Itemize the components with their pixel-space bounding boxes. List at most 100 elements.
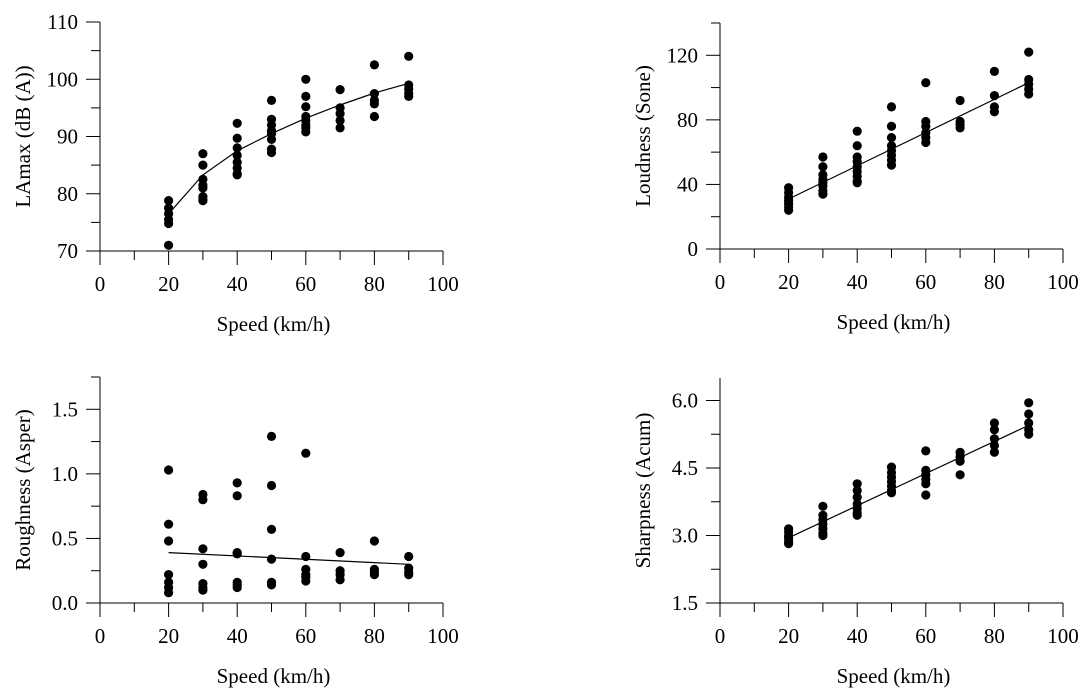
data-point <box>1024 409 1034 419</box>
data-point <box>232 143 242 153</box>
data-point <box>232 478 242 488</box>
data-point <box>852 141 862 151</box>
data-point <box>266 431 277 441</box>
x-tick-label: 60 <box>915 270 936 294</box>
trend-line <box>788 424 1029 539</box>
x-tick-label: 100 <box>427 272 459 296</box>
data-point <box>989 434 1000 444</box>
data-point <box>198 559 208 569</box>
data-point <box>232 170 242 180</box>
data-point <box>404 91 414 101</box>
data-point <box>301 102 311 112</box>
data-point <box>164 465 174 475</box>
data-point <box>989 418 1000 428</box>
trend-line <box>168 552 409 565</box>
y-tick-label: 1.5 <box>672 591 698 615</box>
data-point <box>886 121 897 131</box>
x-tick-label: 20 <box>158 624 179 648</box>
data-point <box>886 488 897 498</box>
data-point <box>232 582 242 593</box>
data-point <box>989 91 1000 101</box>
x-axis-label: Speed (km/h) <box>217 312 331 336</box>
y-tick-label: 1.0 <box>52 462 78 486</box>
chart-lamax: 0 20 40 60 80 100 70 80 90 100 110 Speed (km/h) LAma… <box>11 10 459 336</box>
y-tick-label: 0.0 <box>52 591 78 615</box>
x-tick-label: 80 <box>984 624 1005 648</box>
data-point <box>818 501 828 511</box>
y-tick-label: 1.5 <box>52 397 78 421</box>
data-point <box>852 485 862 496</box>
data-point <box>301 576 311 586</box>
x-axis-label: Speed (km/h) <box>837 664 951 688</box>
data-point <box>369 570 379 580</box>
data-point <box>335 115 345 126</box>
x-axis-label: Speed (km/h) <box>217 664 331 688</box>
x-tick-label: 40 <box>227 624 248 648</box>
x-axis-label: Speed (km/h) <box>837 310 951 334</box>
data-point <box>955 123 965 133</box>
data-point <box>266 524 277 535</box>
data-point <box>232 549 242 559</box>
data-point <box>232 118 242 128</box>
x-tick-label: 100 <box>427 624 459 648</box>
data-point <box>989 440 1000 451</box>
data-point <box>784 205 794 215</box>
data-point <box>164 536 174 546</box>
data-point <box>1024 429 1034 439</box>
data-point <box>335 123 345 133</box>
data-point <box>301 127 311 137</box>
data-point <box>818 189 828 199</box>
data-point <box>404 570 414 580</box>
y-axis-label: Roughness (Asper) <box>11 409 35 571</box>
x-tick-label: 20 <box>158 272 179 296</box>
data-point <box>921 479 931 489</box>
data-point <box>852 492 862 502</box>
y-axis-label: Loudness (Sone) <box>631 65 655 207</box>
y-tick-label: 40 <box>677 172 698 196</box>
data-point <box>335 548 345 558</box>
data-point <box>301 91 311 101</box>
data-point <box>369 60 379 70</box>
data-point <box>955 456 965 466</box>
y-tick-label: 90 <box>57 125 78 149</box>
y-tick-label: 100 <box>47 67 79 91</box>
x-tick-label: 80 <box>364 272 385 296</box>
data-point <box>989 66 1000 76</box>
data-point <box>164 218 174 229</box>
data-point <box>921 446 931 456</box>
y-tick-label: 0 <box>688 237 699 261</box>
x-tick-label: 60 <box>295 624 316 648</box>
data-point <box>404 551 414 562</box>
x-tick-label: 20 <box>778 270 799 294</box>
x-tick-label: 100 <box>1047 624 1079 648</box>
data-point <box>232 133 242 143</box>
chart-roughness: 0 20 40 60 80 100 0.0 0.5 1.0 1.5 Speed (km/h) Roug… <box>11 376 459 688</box>
data-point <box>921 490 931 500</box>
data-point <box>198 495 208 505</box>
x-tick-label: 80 <box>364 624 385 648</box>
x-tick-label: 0 <box>715 624 726 648</box>
data-point <box>989 447 1000 457</box>
data-point <box>335 575 345 585</box>
data-point <box>369 111 379 122</box>
data-point <box>989 107 1000 117</box>
data-point <box>335 85 345 95</box>
x-tick-label: 60 <box>915 624 936 648</box>
data-point <box>198 585 208 595</box>
data-point <box>955 470 965 480</box>
y-tick-label: 6.0 <box>672 389 698 413</box>
x-tick-label: 40 <box>847 624 868 648</box>
chart-sharpness: 0 20 40 60 80 100 1.5 3.0 4.5 6.0 Speed (km/h) Shar… <box>631 378 1079 688</box>
data-point <box>266 580 277 590</box>
data-point <box>266 134 277 144</box>
x-tick-label: 80 <box>984 270 1005 294</box>
data-point <box>852 510 862 520</box>
x-tick-label: 100 <box>1047 270 1079 294</box>
data-point <box>921 78 931 88</box>
data-point <box>301 551 311 562</box>
x-tick-label: 0 <box>95 272 106 296</box>
data-point <box>1024 47 1034 57</box>
data-point <box>266 480 277 491</box>
y-tick-label: 0.5 <box>52 526 78 550</box>
